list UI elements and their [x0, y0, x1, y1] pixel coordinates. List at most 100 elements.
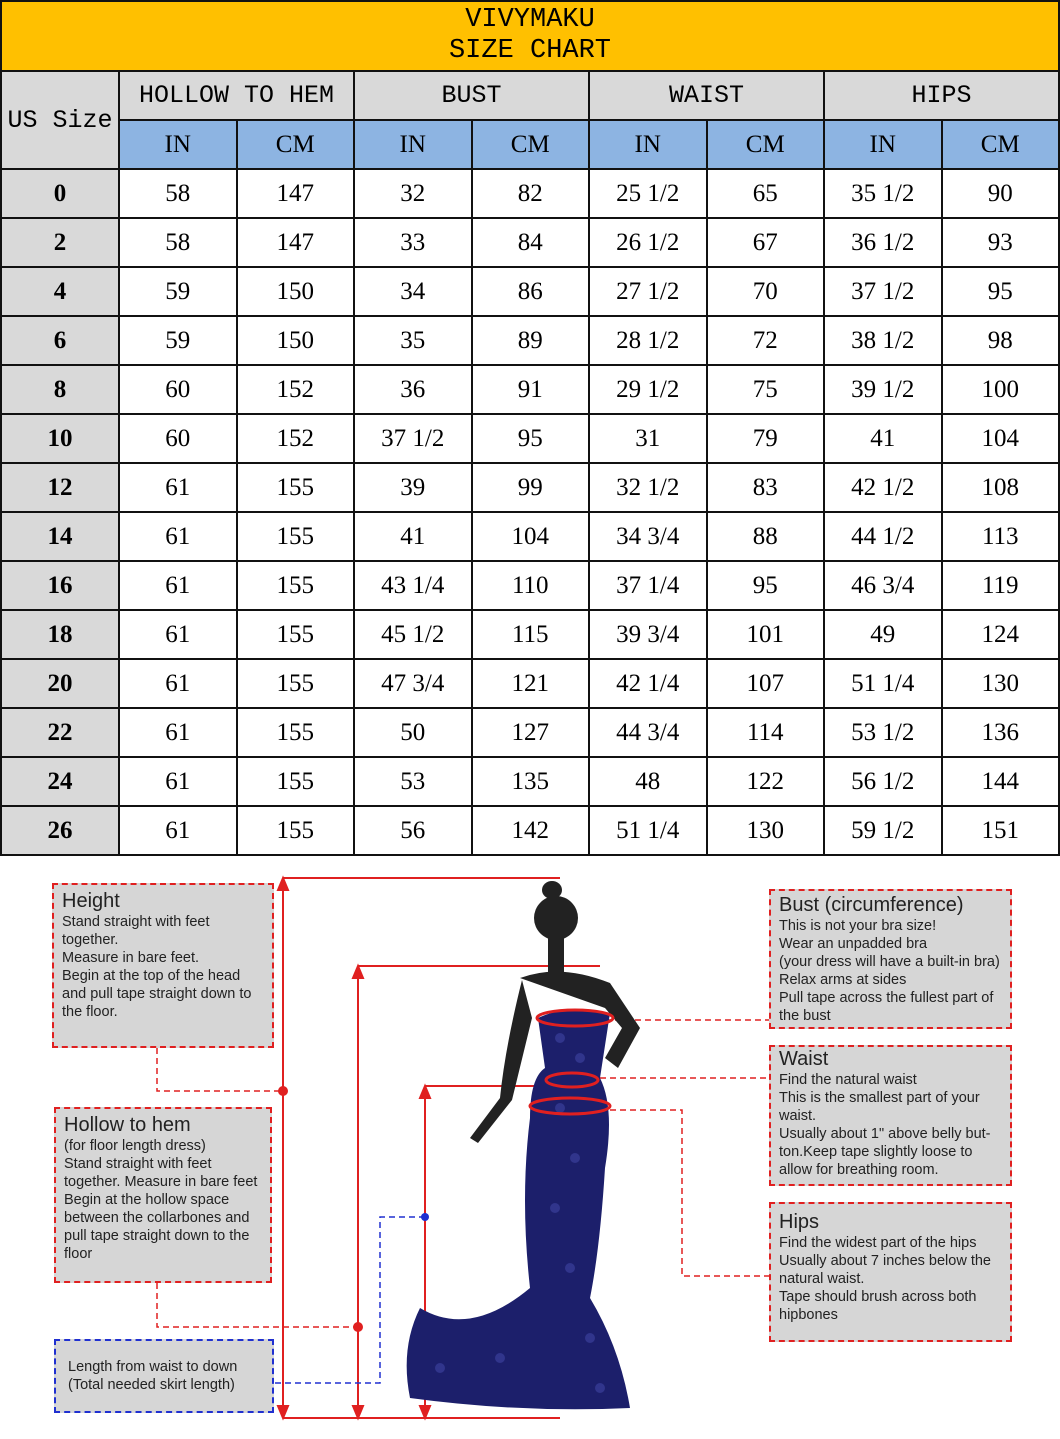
- unit-header: IN: [353, 119, 473, 170]
- measurement-cell: 45 1/2: [353, 609, 473, 660]
- measurement-cell: 37 1/2: [353, 413, 473, 464]
- table-row: 20 61 155 47 3/4 121 42 1/4 107 51 1/4 130: [0, 658, 1060, 709]
- size-cell: 22: [0, 707, 120, 758]
- guide-line: (your dress will have a built-in bra): [779, 954, 1000, 970]
- measurement-cell: 90: [940, 168, 1060, 219]
- measurement-cell: 41: [353, 511, 473, 562]
- measurement-cell: 144: [940, 756, 1060, 807]
- measurement-cell: 61: [118, 658, 238, 709]
- measurement-cell: 124: [940, 609, 1060, 660]
- measurement-cell: 135: [470, 756, 590, 807]
- measurement-cell: 95: [470, 413, 590, 464]
- measurement-cell: 147: [235, 217, 355, 268]
- guide-line: waist.: [779, 1108, 817, 1124]
- bust-tape: [535, 1008, 615, 1028]
- table-row: 24 61 155 53 135 48 122 56 1/2 144: [0, 756, 1060, 807]
- unit-header: IN: [588, 119, 708, 170]
- measurement-cell: 37 1/4: [588, 560, 708, 611]
- measurement-cell: 95: [705, 560, 825, 611]
- measurement-cell: 122: [705, 756, 825, 807]
- guide-line: Find the widest part of the hips: [779, 1235, 977, 1251]
- guide-line: Relax arms at sides: [779, 972, 907, 988]
- size-cell: 18: [0, 609, 120, 660]
- measurement-cell: 44 3/4: [588, 707, 708, 758]
- measurement-cell: 47 3/4: [353, 658, 473, 709]
- measurement-cell: 32 1/2: [588, 462, 708, 513]
- hollow-guide-title: Hollow to hem: [64, 1114, 191, 1136]
- bust-guide-lines: This is not your bra size! Wear an unpadd…: [779, 917, 1006, 1025]
- measurement-cell: 34 3/4: [588, 511, 708, 562]
- measurement-cell: 93: [940, 217, 1060, 268]
- measurement-cell: 88: [705, 511, 825, 562]
- guide-line: Usually about 1" above belly but-: [779, 1126, 991, 1142]
- measurement-cell: 65: [705, 168, 825, 219]
- measurement-cell: 39: [353, 462, 473, 513]
- measurement-cell: 61: [118, 560, 238, 611]
- unit-header: CM: [235, 119, 355, 170]
- measurement-cell: 61: [118, 805, 238, 856]
- arrow-down-icon: [276, 1405, 290, 1421]
- guide-line: Find the natural waist: [779, 1072, 917, 1088]
- guide-line: the floor.: [62, 1004, 118, 1020]
- brand-name: VIVYMAKU: [465, 5, 595, 35]
- table-row: 12 61 155 39 99 32 1/2 83 42 1/2 108: [0, 462, 1060, 513]
- measurement-cell: 34: [353, 266, 473, 317]
- measurement-cell: 43 1/4: [353, 560, 473, 611]
- unit-header: IN: [118, 119, 238, 170]
- group-header-hollow: HOLLOW TO HEM: [118, 70, 355, 121]
- guide-line: together. Measure in bare feet: [64, 1174, 258, 1190]
- guide-line: and pull tape straight down to: [62, 986, 252, 1002]
- table-row: 0 58 147 32 82 25 1/2 65 35 1/2 90: [0, 168, 1060, 219]
- hips-guide-box: Hips Find the widest part of the hips Usu…: [769, 1202, 1012, 1342]
- size-cell: 2: [0, 217, 120, 268]
- guide-line: (for floor length dress): [64, 1138, 206, 1154]
- guide-line: Tape should brush across both: [779, 1289, 977, 1305]
- measurement-cell: 114: [705, 707, 825, 758]
- measurement-cell: 36: [353, 364, 473, 415]
- table-row: 4 59 150 34 86 27 1/2 70 37 1/2 95: [0, 266, 1060, 317]
- measurement-cell: 67: [705, 217, 825, 268]
- measurement-cell: 155: [235, 707, 355, 758]
- measurement-cell: 42 1/4: [588, 658, 708, 709]
- measurement-cell: 83: [705, 462, 825, 513]
- guide-line: Pull tape across the fullest part of: [779, 990, 994, 1006]
- measurement-cell: 89: [470, 315, 590, 366]
- size-cell: 26: [0, 805, 120, 856]
- size-chart-table: VIVYMAKU SIZE CHART US Size HOLLOW TO HE…: [0, 0, 1060, 856]
- measurement-cell: 75: [705, 364, 825, 415]
- measurement-cell: 127: [470, 707, 590, 758]
- waist-guide-box: Waist Find the natural waist This is the …: [769, 1045, 1012, 1186]
- measurement-cell: 155: [235, 609, 355, 660]
- height-guide-title: Height: [62, 890, 120, 912]
- table-row: 26 61 155 56 142 51 1/4 130 59 1/2 151: [0, 805, 1060, 856]
- measurement-cell: 58: [118, 217, 238, 268]
- skirt-guide-lines: Length from waist to down (Total needed s…: [68, 1358, 268, 1394]
- arrow-up-icon: [276, 875, 290, 891]
- guide-line: (Total needed skirt length): [68, 1377, 235, 1393]
- measurement-cell: 95: [940, 266, 1060, 317]
- guide-line: allow for breathing room.: [779, 1162, 939, 1178]
- measurement-cell: 48: [588, 756, 708, 807]
- measurement-cell: 49: [823, 609, 943, 660]
- measurement-cell: 51 1/4: [588, 805, 708, 856]
- measurement-cell: 121: [470, 658, 590, 709]
- measurement-cell: 86: [470, 266, 590, 317]
- table-row: 10 60 152 37 1/2 95 31 79 41 104: [0, 413, 1060, 464]
- hollow-guide-lines: (for floor length dress) Stand straight w…: [64, 1137, 266, 1263]
- measurement-cell: 110: [470, 560, 590, 611]
- table-row: 6 59 150 35 89 28 1/2 72 38 1/2 98: [0, 315, 1060, 366]
- measurement-cell: 155: [235, 511, 355, 562]
- guide-line: Stand straight with feet: [64, 1156, 212, 1172]
- measurement-illustration: [156, 875, 770, 1421]
- guide-line: Measure in bare feet.: [62, 950, 200, 966]
- table-row: 16 61 155 43 1/4 110 37 1/4 95 46 3/4 119: [0, 560, 1060, 611]
- measurement-cell: 61: [118, 511, 238, 562]
- size-cell: 24: [0, 756, 120, 807]
- hips-guide-title: Hips: [779, 1211, 820, 1233]
- measurement-cell: 151: [940, 805, 1060, 856]
- size-cell: 0: [0, 168, 120, 219]
- guide-line: Begin at the top of the head: [62, 968, 241, 984]
- group-header-waist: WAIST: [588, 70, 825, 121]
- size-cell: 8: [0, 364, 120, 415]
- measurement-cell: 29 1/2: [588, 364, 708, 415]
